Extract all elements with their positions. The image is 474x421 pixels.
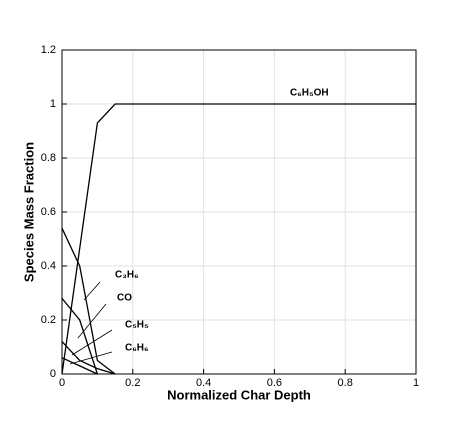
leader-line [77,303,107,339]
series-label: C₆H₆ [125,343,149,354]
y-tick-label: 1 [50,98,56,110]
leader-line [69,351,113,365]
x-tick-label: 0.2 [125,377,140,389]
series-line [61,103,416,375]
y-axis-title: Species Mass Fraction [21,142,36,282]
series-label: C₅H₅ [125,320,149,331]
series-label: CO [117,293,132,304]
x-axis-title: Normalized Char Depth [167,387,311,402]
series-line [61,227,116,375]
y-tick-label: 0.2 [41,314,56,326]
x-tick-label: 1 [413,377,419,389]
series-line [61,357,98,375]
leader-line [83,281,101,301]
series-line [61,297,99,375]
y-tick-label: 0.4 [41,260,56,272]
x-tick-label: 0.8 [338,377,353,389]
series-line [61,341,116,375]
series-label: C₆H₅OH [290,88,329,99]
y-tick-label: 0.8 [41,152,56,164]
leader-line [71,329,113,356]
y-tick-label: 1.2 [41,44,56,56]
x-tick-label: 0.6 [267,377,282,389]
series-label: C₃H₆ [115,270,139,281]
y-tick-label: 0.6 [41,206,56,218]
plot-frame [61,49,417,375]
x-tick-label: 0 [59,377,65,389]
x-tick-label: 0.4 [196,377,211,389]
y-tick-label: 0 [50,368,56,380]
